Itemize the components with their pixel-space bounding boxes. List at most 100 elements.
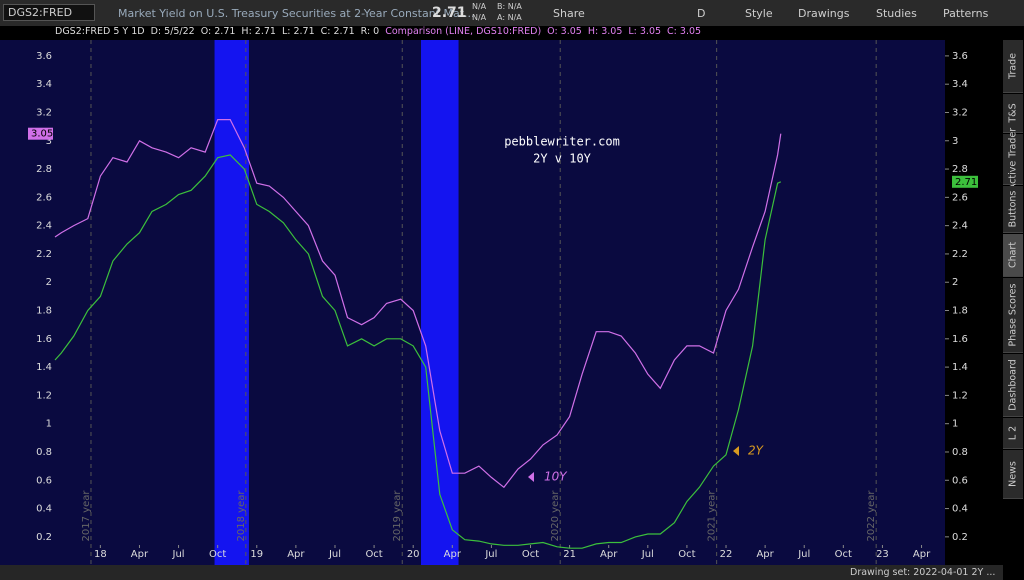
y-tick-label: 0.6 (36, 475, 52, 486)
year-label: 2022 year (866, 490, 877, 542)
y-tick-label: 3.6 (36, 51, 52, 62)
arrow-2y (733, 446, 739, 456)
y-tick-label-right: 0.4 (952, 504, 968, 515)
x-tick-label: Apr (913, 549, 931, 560)
drawing-set: Drawing set: 2022-04-01 2Y ... (850, 567, 996, 578)
tab-label: Trade (1007, 52, 1019, 80)
sidebar-tab[interactable]: Phase Scores (1003, 278, 1023, 353)
studies-button[interactable]: Studies (876, 7, 917, 20)
header-item: L: 2.71 (281, 26, 315, 37)
y-tick-label: 3 (46, 136, 52, 147)
year-label: 2020 year (550, 490, 561, 542)
header-item: R: 0 (360, 26, 380, 37)
y-tick-label: 3.4 (36, 79, 52, 90)
x-tick-label: 21 (563, 549, 576, 560)
x-tick-label: Apr (600, 549, 618, 560)
x-tick-label: 23 (876, 549, 889, 560)
period-button[interactable]: D (697, 7, 706, 20)
x-tick-label: Apr (444, 549, 462, 560)
x-tick-label: Oct (209, 549, 226, 560)
bid: B: N/A (497, 2, 522, 11)
y-tick-label-right: 0.6 (952, 475, 968, 486)
price-bubble (952, 175, 978, 188)
sidebar-tab[interactable]: T&S (1003, 94, 1023, 133)
patterns-button[interactable]: Patterns (943, 7, 989, 20)
sidebar-tab[interactable]: News (1003, 450, 1023, 499)
x-tick-label: 18 (94, 549, 107, 560)
y-tick-label: 1.4 (36, 362, 52, 373)
y-tick-label: 1.8 (36, 306, 52, 317)
x-tick-label: Apr (131, 549, 149, 560)
year-label: 2019 year (392, 490, 403, 542)
change: N/A (472, 13, 487, 22)
sidebar-tab[interactable]: L 2 (1003, 418, 1023, 449)
y-tick-label: 1.2 (36, 390, 52, 401)
y-tick-label-right: 0.2 (952, 532, 968, 543)
y-tick-label: 3.2 (36, 107, 52, 118)
comparison-item: L: 3.05 (628, 26, 662, 37)
y-tick-label: 2.2 (36, 249, 52, 260)
shaded-band (214, 40, 249, 565)
y-tick-label: 2.8 (36, 164, 52, 175)
sidebar-tab[interactable]: Buttons (1003, 186, 1023, 233)
tab-label: L 2 (1007, 425, 1019, 441)
price-bubble (28, 127, 53, 140)
y-tick-label-right: 3.2 (952, 107, 968, 118)
x-tick-label: 20 (407, 549, 420, 560)
description: Market Yield on U.S. Treasury Securities… (118, 7, 475, 20)
y-tick-label: 0.2 (36, 532, 52, 543)
y-tick-label-right: 2.2 (952, 249, 968, 260)
status-bar: Drawing set: 2022-04-01 2Y ... (0, 565, 1003, 580)
y-tick-label-right: 1.4 (952, 362, 968, 373)
tab-label: Dashboard (1007, 359, 1019, 411)
y-tick-label-right: 3.6 (952, 51, 968, 62)
toolbar: DGS2:FRED Market Yield on U.S. Treasury … (0, 0, 1024, 26)
comparison-item: C: 3.05 (667, 26, 702, 37)
x-tick-label: Jul (328, 549, 341, 560)
tab-label: Buttons (1007, 190, 1019, 228)
share-button[interactable]: Share (553, 7, 585, 20)
x-tick-label: Oct (365, 549, 382, 560)
sidebar-tab[interactable]: Chart (1003, 234, 1023, 277)
y-tick-label-right: 1.2 (952, 390, 968, 401)
price-bubble-label: 2.71 (955, 177, 977, 188)
y-tick-label: 1.6 (36, 334, 52, 345)
y-tick-label-right: 2.6 (952, 192, 968, 203)
symbol-box[interactable]: DGS2:FRED (3, 4, 95, 21)
chart: 2017 year 2018 year 2019 year 2020 year 2021… (0, 26, 1003, 565)
y-tick-label: 2.4 (36, 221, 52, 232)
comparison-item: Comparison (LINE, DGS10:FRED) (385, 26, 542, 37)
y-tick-label-right: 3 (952, 136, 958, 147)
header-item: O: 2.71 (200, 26, 236, 37)
x-tick-label: Oct (835, 549, 852, 560)
y-tick-label: 0.8 (36, 447, 52, 458)
series-line (54, 119, 782, 489)
sidebar-tab[interactable]: Dashboard (1003, 354, 1023, 417)
drawings-button[interactable]: Drawings (798, 7, 850, 20)
comparison-item: H: 3.05 (587, 26, 623, 37)
comparison-item: O: 3.05 (547, 26, 582, 37)
last-price: 2.71 (432, 5, 467, 21)
y-tick-label-right: 1 (952, 419, 958, 430)
annotation: pebblewriter.com (504, 135, 620, 149)
x-tick-label: Jul (172, 549, 185, 560)
x-tick-label: 22 (720, 549, 733, 560)
chart-header: DGS2:FRED 5 Y 1D D: 5/5/22 O: 2.71 H: 2.71 L… (55, 26, 701, 40)
tab-label: Active Trader (1007, 127, 1019, 191)
shaded-band (421, 40, 459, 565)
x-tick-label: Jul (641, 549, 654, 560)
change: N/A (472, 2, 487, 11)
sidebar-tab[interactable]: Trade (1003, 40, 1023, 93)
y-tick-label-right: 0.8 (952, 447, 968, 458)
header-item: DGS2:FRED 5 Y 1D (55, 26, 145, 37)
sidebar-tab[interactable]: Active Trader (1003, 128, 1023, 190)
x-tick-label: Oct (678, 549, 695, 560)
y-tick-label: 2 (46, 277, 52, 288)
style-button[interactable]: Style (745, 7, 773, 20)
year-label: 2018 year (236, 490, 247, 542)
header-item: D: 5/5/22 (150, 26, 195, 37)
y-tick-label-right: 1.6 (952, 334, 968, 345)
y-tick-label-right: 2 (952, 277, 958, 288)
plot-background (0, 26, 945, 565)
x-tick-label: Apr (287, 549, 305, 560)
